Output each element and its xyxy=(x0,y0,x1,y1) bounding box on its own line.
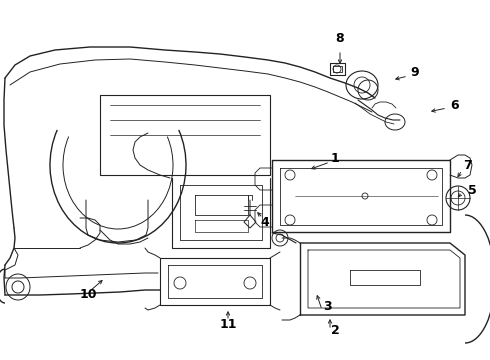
Text: 9: 9 xyxy=(411,66,419,78)
Text: 3: 3 xyxy=(323,301,331,314)
Text: 6: 6 xyxy=(451,99,459,112)
Text: 8: 8 xyxy=(336,32,344,45)
Text: 2: 2 xyxy=(331,324,340,337)
Text: 4: 4 xyxy=(261,216,270,229)
Text: 1: 1 xyxy=(331,152,340,165)
Text: 7: 7 xyxy=(463,158,471,171)
Text: 11: 11 xyxy=(219,319,237,332)
Text: 5: 5 xyxy=(467,184,476,197)
Text: 10: 10 xyxy=(79,288,97,302)
